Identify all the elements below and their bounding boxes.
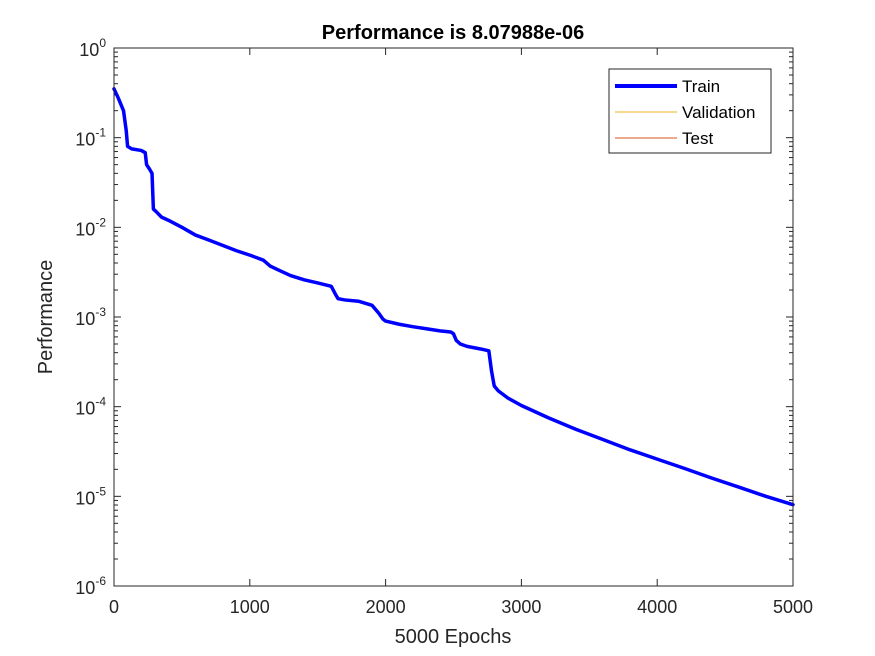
axis-ticks [113, 47, 794, 587]
y-tick-base: 10 [75, 309, 95, 329]
y-tick-label: 100 [79, 36, 106, 60]
y-tick-base: 10 [75, 399, 95, 419]
y-tick-base: 10 [75, 578, 95, 598]
x-tick-label: 1000 [230, 597, 270, 617]
axes-box [113, 47, 794, 587]
y-tick-exponent: -5 [95, 484, 106, 498]
y-tick-exponent: -2 [95, 215, 106, 229]
legend-test-label: Test [682, 129, 713, 148]
y-tick-base: 10 [75, 488, 95, 508]
chart-title: Performance is 8.07988e-06 [322, 22, 584, 44]
x-axis-label: 5000 Epochs [395, 626, 512, 648]
x-tick-label: 4000 [637, 597, 677, 617]
x-tick-label: 0 [109, 597, 119, 617]
y-tick-exponent: -3 [95, 305, 106, 319]
y-tick-label: 10-1 [75, 126, 106, 150]
x-tick-label: 3000 [501, 597, 541, 617]
train-series-line [112, 87, 795, 507]
y-tick-label: 10-6 [75, 574, 106, 598]
x-tick-label: 2000 [366, 597, 406, 617]
y-tick-base: 10 [79, 40, 99, 60]
y-tick-label: 10-4 [75, 395, 106, 419]
y-tick-exponent: -1 [95, 126, 106, 140]
legend: Train Validation Test [608, 68, 772, 154]
y-tick-label: 10-3 [75, 305, 106, 329]
y-tick-base: 10 [75, 219, 95, 239]
y-tick-exponent: -6 [95, 574, 106, 588]
axis-tick-labels: 0 1000 2000 3000 4000 500010-610-510-410-310-… [75, 36, 813, 617]
plot-area [112, 87, 795, 507]
y-axis-label: Performance [35, 260, 57, 375]
y-tick-label: 10-2 [75, 215, 106, 239]
y-tick-base: 10 [75, 130, 95, 150]
legend-box [608, 68, 772, 154]
y-tick-label: 10-5 [75, 484, 106, 508]
legend-validation-label: Validation [682, 103, 755, 122]
y-tick-exponent: -4 [95, 395, 106, 409]
y-tick-exponent: 0 [99, 36, 106, 50]
legend-train-label: Train [682, 77, 720, 96]
x-tick-label: 5000 [773, 597, 813, 617]
